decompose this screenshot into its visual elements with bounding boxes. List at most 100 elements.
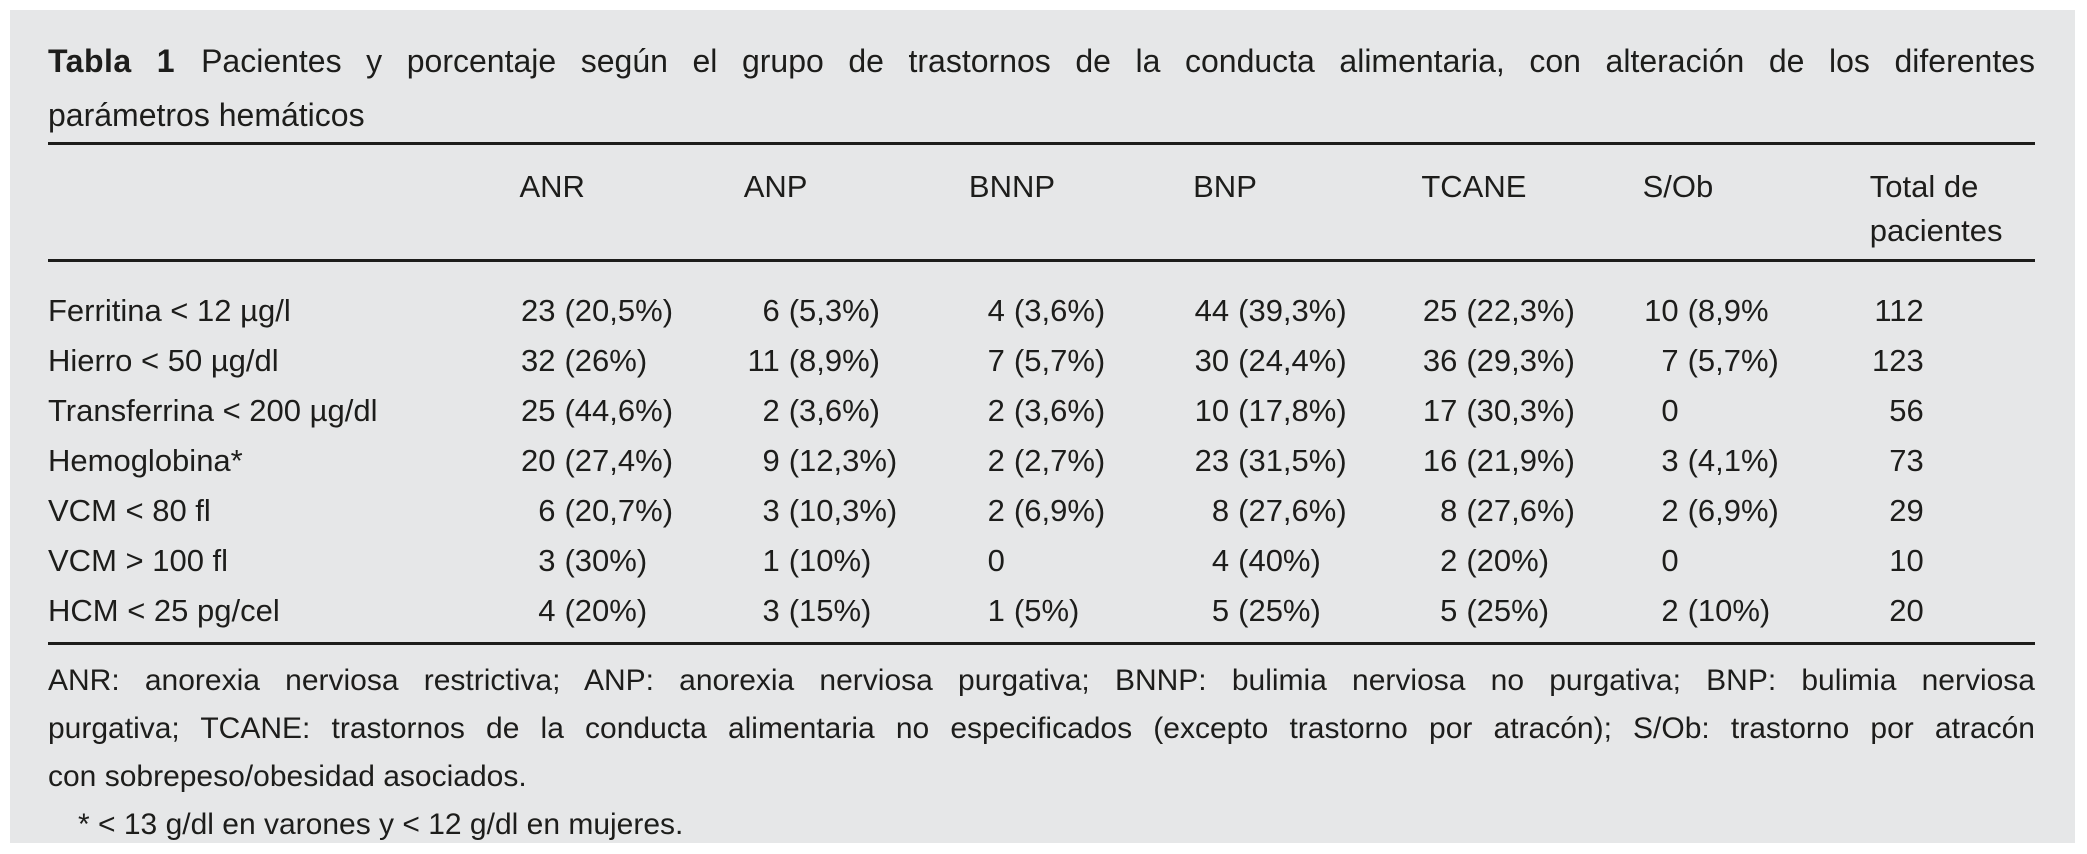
data-cell: 2 (2,7%) [969, 436, 1193, 486]
total-cell: 20 [1870, 586, 2035, 642]
header-row: ANR ANP BNNP BNP TCANE S/Ob Total de pac… [48, 145, 2035, 262]
table-row: Hemoglobina* 20 (27,4%) 9 (12,3%) 2 (2,7%) … [48, 436, 2035, 486]
row-label: Hierro < 50 µg/dl [48, 343, 279, 378]
data-cell: 16 (21,9%) [1421, 436, 1642, 486]
percent-value: (27,6%) [1238, 493, 1347, 528]
count-value: 0 [1661, 393, 1679, 428]
count-value: 4 [538, 593, 556, 628]
data-cell: 3 (30%) [519, 536, 743, 586]
table-number: Tabla 1 [48, 43, 176, 79]
percent-value: (24,4%) [1238, 343, 1347, 378]
data-cell: 9 (12,3%) [744, 436, 969, 486]
data-cell: 6 (5,3%) [744, 261, 969, 337]
count-value: 30 [1194, 343, 1230, 378]
total-cell: 123 [1870, 336, 2035, 386]
count-value: 0 [987, 543, 1005, 578]
footnote-asterisk: * < 13 g/dl en varones y < 12 g/dl en mu… [78, 808, 684, 841]
row-label: HCM < 25 pg/cel [48, 593, 280, 628]
table-row: HCM < 25 pg/cel 4 (20%) 3 (15%) 1 (5%) 5 (25… [48, 586, 2035, 642]
count-value: 8 [1440, 493, 1458, 528]
percent-value: (5%) [1013, 593, 1080, 628]
percent-value: (6,9%) [1687, 493, 1779, 528]
count-value: 36 [1422, 343, 1458, 378]
count-value: 3 [538, 543, 556, 578]
percent-value: (10,3%) [788, 493, 898, 528]
percent-value: (15%) [788, 593, 872, 628]
count-value: 6 [538, 493, 556, 528]
total-value: 29 [1889, 493, 1924, 528]
total-value: 20 [1889, 593, 1924, 628]
percent-value: (30,3%) [1466, 393, 1575, 428]
total-value: 112 [1874, 293, 1924, 328]
data-cell: 0 [969, 536, 1193, 586]
data-cell: 7 (5,7%) [1643, 336, 1870, 386]
count-value: 10 [1194, 393, 1230, 428]
percent-value: (20%) [1466, 543, 1550, 578]
table-row: VCM < 80 fl 6 (20,7%) 3 (10,3%) 2 (6,9%) 8(… [48, 486, 2035, 536]
count-value: 2 [1661, 493, 1679, 528]
col-header-tcane: TCANE [1421, 145, 1643, 262]
col-header-sob: S/Ob [1642, 145, 1870, 262]
count-value: 1 [987, 593, 1005, 628]
data-cell: 5 (25%) [1421, 586, 1642, 642]
percent-value: (3,6%) [1013, 393, 1106, 428]
count-value: 7 [1661, 343, 1679, 378]
data-cell: 4 (20%) [519, 586, 743, 642]
footnote-line3: con sobrepeso/obesidad asociados. [48, 760, 527, 793]
table-caption-line1: Pacientes y porcentaje según el grupo de… [201, 43, 2035, 79]
data-cell: 6 (20,7%) [519, 486, 743, 536]
percent-value: (27,6%) [1466, 493, 1575, 528]
bottom-divider [48, 642, 2035, 645]
data-cell: 10 (8,9% [1643, 261, 1870, 337]
percent-value: (12,3%) [788, 443, 898, 478]
data-cell: 2 (3,6%) [744, 386, 969, 436]
data-cell: 20 (27,4%) [519, 436, 743, 486]
row-label-column-header [48, 145, 520, 262]
table-title: Tabla 1 Pacientes y porcentaje según el g… [48, 34, 2035, 142]
total-cell: 112 [1870, 261, 2035, 337]
data-cell: 3 (4,1%) [1643, 436, 1870, 486]
count-value: 2 [987, 493, 1005, 528]
percent-value: (3,6%) [1013, 293, 1106, 328]
total-value: 123 [1872, 343, 1924, 378]
percent-value: (21,9%) [1466, 443, 1575, 478]
count-value: 44 [1194, 293, 1230, 328]
count-value: 4 [1211, 543, 1230, 578]
percent-value: (30%) [564, 543, 648, 578]
count-value: 2 [762, 393, 780, 428]
count-value: 1 [762, 543, 780, 578]
count-value: 11 [747, 343, 780, 378]
percent-value: (31,5%) [1238, 443, 1347, 478]
data-cell: 7 (5,7%) [969, 336, 1193, 386]
count-value: 9 [762, 443, 780, 478]
row-label: Hemoglobina* [48, 443, 243, 478]
percent-value: (22,3%) [1466, 293, 1575, 328]
percent-value: (10%) [788, 543, 872, 578]
count-value: 20 [520, 443, 556, 478]
row-label: VCM > 100 fl [48, 543, 229, 578]
count-value: 25 [1422, 293, 1458, 328]
count-value: 2 [1440, 543, 1458, 578]
data-cell: 8 (27,6%) [1193, 486, 1421, 536]
percent-value: (39,3%) [1238, 293, 1347, 328]
count-value: 3 [762, 493, 780, 528]
percent-value: (20,5%) [564, 293, 674, 328]
percent-value: (6,9%) [1013, 493, 1106, 528]
col-header-anp: ANP [743, 145, 969, 262]
total-value: 10 [1889, 543, 1924, 578]
table-row: Transferrina < 200 µg/dl 25 (44,6%) 2 (3,6… [48, 386, 2035, 436]
data-cell: 36 (29,3%) [1421, 336, 1642, 386]
data-cell: 2 (10%) [1643, 586, 1870, 642]
table-caption-line2: parámetros hemáticos [48, 97, 365, 133]
percent-value: (44,6%) [564, 393, 674, 428]
data-cell: 2 (6,9%) [969, 486, 1193, 536]
total-cell: 10 [1870, 536, 2035, 586]
footnote-line1: ANR: anorexia nerviosa restrictiva; ANP:… [48, 664, 2035, 697]
percent-value: (10%) [1687, 593, 1771, 628]
count-value: 2 [987, 443, 1005, 478]
percent-value: (25%) [1238, 593, 1321, 628]
data-cell: 23 (20,5%) [519, 261, 743, 337]
data-cell: 1 (10%) [744, 536, 969, 586]
row-label: VCM < 80 fl [48, 493, 211, 528]
count-value: 25 [520, 393, 556, 428]
